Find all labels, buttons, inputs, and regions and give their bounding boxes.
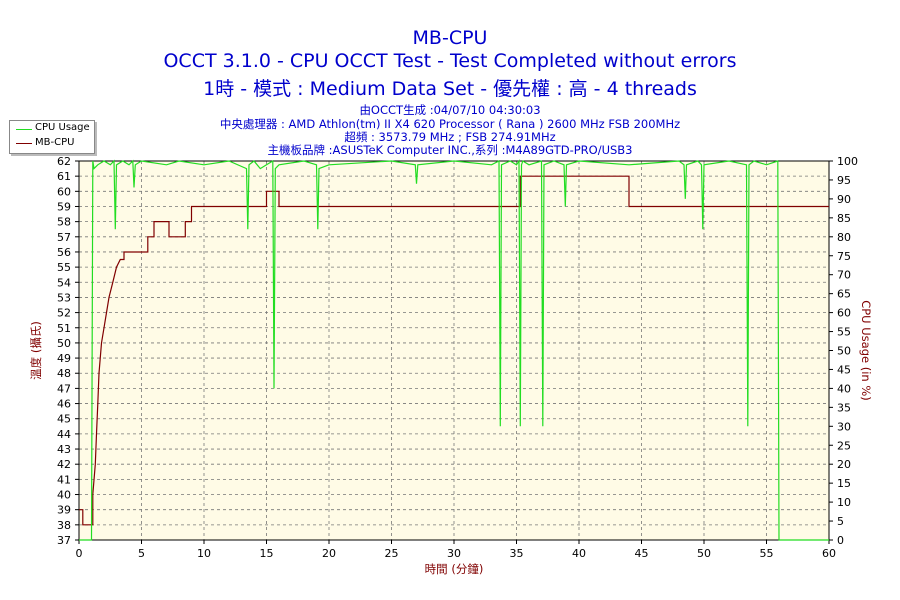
chart-legend: CPU Usage MB-CPU [9,120,95,154]
y-tick-label: 45 [57,413,71,426]
y-tick-label: 42 [57,458,71,471]
y-tick-label: 49 [57,352,71,365]
y2-tick-label: 30 [837,420,851,433]
y-tick-label: 44 [57,428,71,441]
y2-tick-label: 65 [837,288,851,301]
legend-swatch-cpu-usage [16,129,32,130]
y2-tick-label: 95 [837,174,851,187]
legend-label-mb-cpu: MB-CPU [35,137,75,148]
y-tick-label: 43 [57,443,71,456]
legend-label-cpu-usage: CPU Usage [35,122,90,133]
y2-tick-label: 75 [837,250,851,263]
y-tick-label: 46 [57,398,71,411]
x-tick-label: 30 [447,547,461,560]
y-tick-label: 57 [57,231,71,244]
x-tick-label: 20 [322,547,336,560]
plot-area [79,161,829,540]
y-tick-label: 37 [57,534,71,547]
y-tick-label: 48 [57,367,71,380]
y-tick-label: 50 [57,337,71,350]
x-tick-label: 5 [138,547,145,560]
x-tick-label: 35 [510,547,524,560]
x-tick-label: 0 [76,547,83,560]
chart-subtitle-test: OCCT 3.1.0 - CPU OCCT Test - Test Comple… [163,50,737,72]
x-tick-label: 50 [697,547,711,560]
y2-tick-label: 25 [837,439,851,452]
y-tick-label: 40 [57,489,71,502]
y2-tick-label: 90 [837,193,851,206]
y2-tick-label: 80 [837,231,851,244]
y2-tick-label: 35 [837,401,851,414]
series-line-cpu-usage [79,159,829,541]
y-tick-label: 39 [57,504,71,517]
info-cpu: 中央處理器 : AMD Athlon(tm) II X4 620 Process… [219,117,681,131]
x-tick-label: 25 [385,547,399,560]
info-generated: 由OCCT生成 :04/07/10 04:30:03 [359,103,541,117]
x-tick-label: 60 [822,547,836,560]
y-tick-label: 59 [57,200,71,213]
x-tick-label: 55 [760,547,774,560]
x-axis-label: 時間 (分鐘) [425,562,484,576]
y-tick-label: 54 [57,276,71,289]
y-tick-label: 58 [57,216,71,229]
y2-tick-label: 10 [837,496,851,509]
chart-subtitle-mode: 1時 - 模式 : Medium Data Set - 優先權 : 高 - 4 … [203,78,697,100]
y-tick-label: 51 [57,322,71,335]
legend-swatch-mb-cpu [16,143,32,144]
y2-tick-label: 60 [837,307,851,320]
series-line-mb-cpu [79,175,829,526]
x-tick-label: 45 [635,547,649,560]
y2-tick-label: 50 [837,345,851,358]
x-tick-label: 40 [572,547,586,560]
y2-tick-label: 0 [837,534,844,547]
y-tick-label: 55 [57,261,71,274]
y-tick-label: 62 [57,155,71,168]
x-tick-label: 15 [260,547,274,560]
y-tick-label: 53 [57,291,71,304]
y2-tick-label: 5 [837,515,844,528]
y2-tick-label: 85 [837,212,851,225]
y-tick-label: 38 [57,519,71,532]
y-tick-label: 41 [57,473,71,486]
y2-tick-label: 45 [837,363,851,376]
y2-tick-label: 15 [837,477,851,490]
y2-tick-label: 40 [837,382,851,395]
y2-axis-label: CPU Usage (in %) [859,300,873,401]
y-tick-label: 47 [57,382,71,395]
y2-tick-label: 70 [837,269,851,282]
chart-title: MB-CPU [412,27,488,49]
x-tick-label: 10 [197,547,211,560]
legend-item-cpu-usage: CPU Usage [10,121,94,136]
y-axis-label: 溫度 (攝氏) [29,321,43,380]
y2-tick-label: 20 [837,458,851,471]
y2-tick-label: 100 [837,155,858,168]
info-frequency: 超頻 : 3573.79 MHz ; FSB 274.91MHz [344,130,556,144]
y-tick-label: 61 [57,170,71,183]
y-tick-label: 52 [57,307,71,320]
y2-tick-label: 55 [837,326,851,339]
info-motherboard: 主機板品牌 :ASUSTeK Computer INC.,系列 :M4A89GT… [267,143,633,157]
y-tick-label: 60 [57,185,71,198]
legend-item-mb-cpu: MB-CPU [10,136,94,151]
y-tick-label: 56 [57,246,71,259]
